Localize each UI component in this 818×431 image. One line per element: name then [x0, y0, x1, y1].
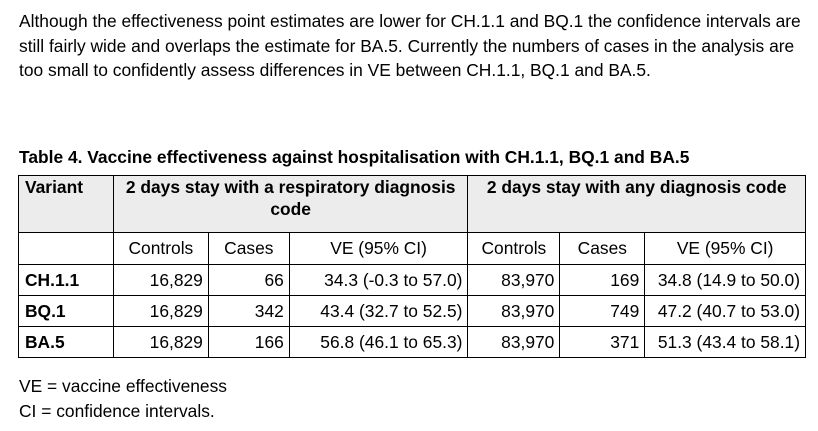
controls-cell: 16,829	[112, 295, 209, 327]
controls-cell: 83,970	[467, 326, 561, 358]
variant-cell: BA.5	[18, 326, 114, 358]
cases-header: Cases	[207, 232, 290, 265]
ve-cell: 34.8 (14.9 to 50.0)	[644, 264, 806, 296]
table-row: CH.1.1 16,829 66 34.3 (-0.3 to 57.0) 83,…	[18, 264, 806, 296]
controls-header: Controls	[112, 232, 209, 265]
respiratory-group-header: 2 days stay with a respiratory diagnosis…	[112, 175, 469, 233]
variant-cell: BQ.1	[18, 295, 114, 327]
controls-cell: 83,970	[467, 295, 561, 327]
ve-header: VE (95% CI)	[644, 232, 806, 265]
controls-cell: 83,970	[467, 264, 561, 296]
cases-header: Cases	[559, 232, 646, 265]
ve-cell: 47.2 (40.7 to 53.0)	[644, 295, 806, 327]
cases-cell: 342	[207, 295, 290, 327]
any-diagnosis-group-header: 2 days stay with any diagnosis code	[467, 175, 806, 233]
cases-cell: 166	[207, 326, 290, 358]
cases-cell: 371	[559, 326, 646, 358]
controls-cell: 16,829	[112, 326, 209, 358]
table-title: Table 4. Vaccine effectiveness against h…	[19, 147, 690, 167]
vaccine-effectiveness-table: Variant 2 days stay with a respiratory d…	[18, 175, 806, 358]
ve-cell: 56.8 (46.1 to 65.3)	[288, 326, 469, 358]
footnote-ve: VE = vaccine effectiveness	[19, 376, 227, 396]
table-row: BA.5 16,829 166 56.8 (46.1 to 65.3) 83,9…	[18, 326, 806, 358]
variant-cell: CH.1.1	[18, 264, 114, 296]
variant-header: Variant	[18, 175, 114, 233]
ve-cell: 43.4 (32.7 to 52.5)	[288, 295, 469, 327]
cases-cell: 66	[207, 264, 290, 296]
controls-header: Controls	[467, 232, 561, 265]
ve-cell: 34.3 (-0.3 to 57.0)	[288, 264, 469, 296]
ve-cell: 51.3 (43.4 to 58.1)	[644, 326, 806, 358]
table-row: BQ.1 16,829 342 43.4 (32.7 to 52.5) 83,9…	[18, 295, 806, 327]
footnote-ci: CI = confidence intervals.	[19, 401, 215, 421]
cases-cell: 749	[559, 295, 646, 327]
footnotes: VE = vaccine effectiveness CI = confiden…	[19, 374, 227, 424]
intro-paragraph: Although the effectiveness point estimat…	[19, 11, 801, 80]
controls-cell: 16,829	[112, 264, 209, 296]
blank-cell	[18, 232, 114, 265]
table-subheader-row: Controls Cases VE (95% CI) Controls Case…	[18, 232, 806, 265]
table-header-row: Variant 2 days stay with a respiratory d…	[18, 175, 806, 233]
cases-cell: 169	[559, 264, 646, 296]
ve-header: VE (95% CI)	[288, 232, 469, 265]
